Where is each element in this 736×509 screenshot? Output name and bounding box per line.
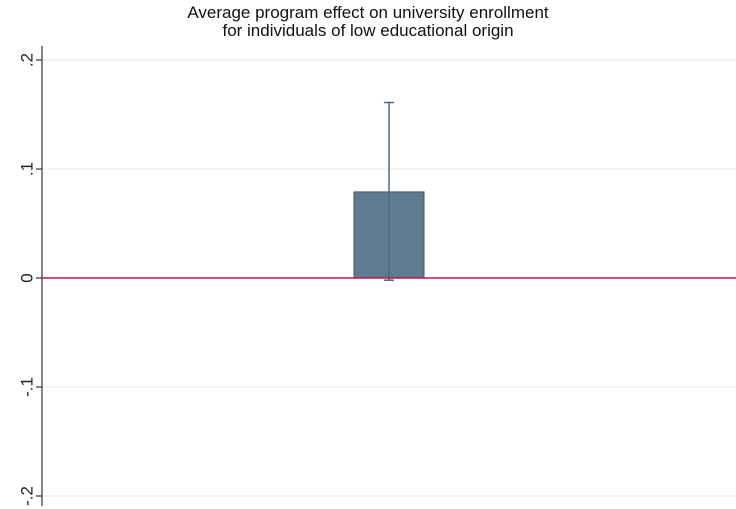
y-tick-label-1: .1 <box>18 162 37 176</box>
chart-title-line-1: Average program effect on university enr… <box>187 3 549 22</box>
y-tick-label-0: .2 <box>18 53 37 67</box>
y-tick-label-2: 0 <box>18 273 37 282</box>
y-tick-label-3: -.1 <box>18 377 37 397</box>
chart-title-line-2: for individuals of low educational origi… <box>222 21 514 40</box>
chart-title: Average program effect on university enr… <box>0 4 736 40</box>
y-tick-label-4: -.2 <box>18 486 37 506</box>
